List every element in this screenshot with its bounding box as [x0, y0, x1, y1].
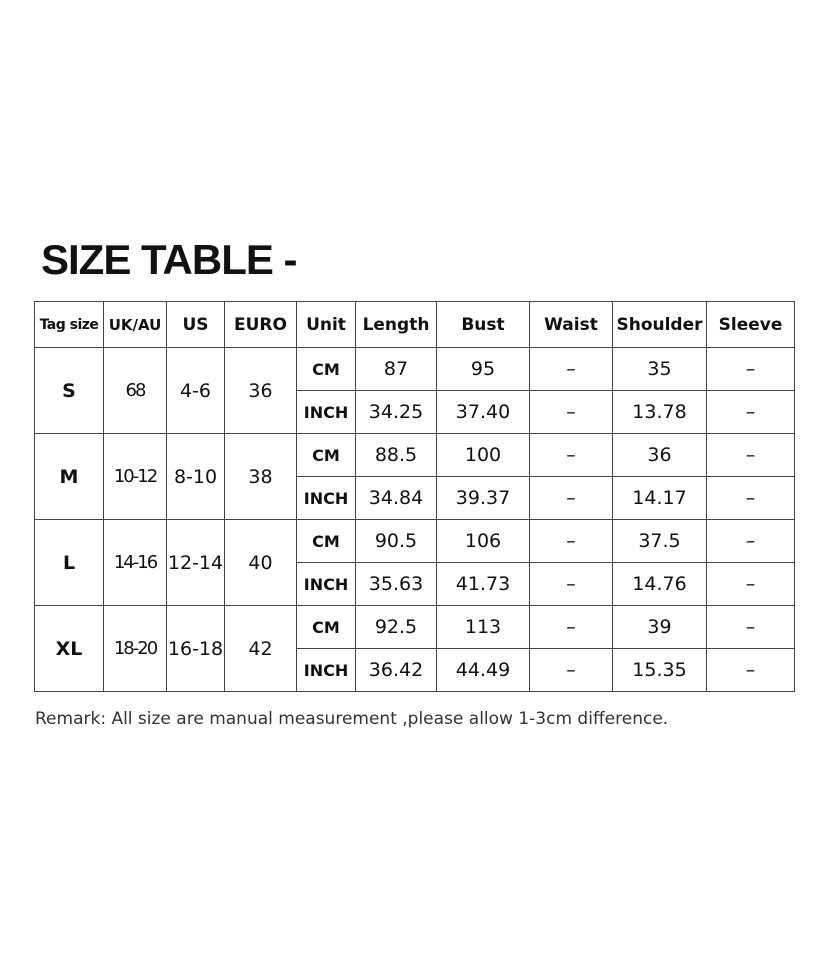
us-cell: 8-10 — [166, 433, 225, 520]
table-row: M 10-12 8-10 38 CM 88.5 100–36– — [34, 433, 795, 520]
sleeve-cell: – — [706, 347, 795, 391]
header-shoulder: Shoulder — [612, 301, 707, 348]
sleeve-cell: – — [706, 562, 795, 606]
header-length: Length — [355, 301, 437, 348]
table-row: INCH 35.63 41.73–14.76– — [35, 562, 795, 606]
shoulder-cell: 37.5 — [612, 519, 707, 563]
length-cell: 36.42 — [355, 648, 437, 692]
shoulder-cell: 39 — [612, 605, 707, 649]
euro-cell: 38 — [224, 433, 297, 520]
size-table: Tag size UK/AU US EURO Unit Length Bust Waist Sh… — [34, 301, 795, 692]
table-row: S 68 4-6 36 CM 87 95–35– — [34, 347, 795, 434]
unit-cell: INCH — [296, 562, 356, 606]
header-waist: Waist — [529, 301, 613, 348]
table-row: INCH 34.25 37.40–13.78– — [35, 390, 795, 434]
header-uk-au: UK/AU — [103, 301, 167, 348]
shoulder-cell: 13.78 — [612, 390, 707, 434]
length-cell: 34.84 — [355, 476, 437, 520]
bust-cell: 113 — [436, 605, 530, 649]
euro-cell: 36 — [224, 347, 297, 434]
length-cell: 90.5 — [355, 519, 437, 563]
us-cell: 12-14 — [166, 519, 225, 606]
waist-cell: – — [529, 433, 613, 477]
bust-cell: 106 — [436, 519, 530, 563]
shoulder-cell: 35 — [612, 347, 707, 391]
sleeve-cell: – — [706, 390, 795, 434]
bust-cell: 44.49 — [436, 648, 530, 692]
sleeve-cell: – — [706, 433, 795, 477]
remark-text: Remark: All size are manual measurement … — [35, 709, 669, 729]
tag-size-cell: L — [34, 519, 104, 606]
waist-cell: – — [529, 347, 613, 391]
sleeve-cell: – — [706, 648, 795, 692]
unit-cell: INCH — [296, 390, 356, 434]
euro-cell: 40 — [224, 519, 297, 606]
us-cell: 16-18 — [166, 605, 225, 692]
waist-cell: – — [529, 648, 613, 692]
unit-cell: INCH — [296, 648, 356, 692]
header-bust: Bust — [436, 301, 530, 348]
header-euro: EURO — [224, 301, 297, 348]
header-us: US — [166, 301, 225, 348]
unit-cell: CM — [296, 347, 356, 391]
table-row: INCH 36.42 44.49–15.35– — [35, 648, 795, 692]
tag-size-cell: M — [34, 433, 104, 520]
bust-cell: 39.37 — [436, 476, 530, 520]
table-row: XL 18-20 16-18 42 CM 92.5 113–39– — [34, 605, 795, 692]
sleeve-cell: – — [706, 605, 795, 649]
waist-cell: – — [529, 562, 613, 606]
length-cell: 34.25 — [355, 390, 437, 434]
table-row: L 14-16 12-14 40 CM 90.5 106–37.5– — [34, 519, 795, 606]
unit-cell: INCH — [296, 476, 356, 520]
waist-cell: – — [529, 519, 613, 563]
waist-cell: – — [529, 476, 613, 520]
waist-cell: – — [529, 605, 613, 649]
table-header-row: Tag size UK/AU US EURO Unit Length Bust Waist Sh… — [34, 301, 795, 348]
uk-au-cell: 10-12 — [103, 433, 167, 520]
bust-cell: 37.40 — [436, 390, 530, 434]
sleeve-cell: – — [706, 519, 795, 563]
length-cell: 87 — [355, 347, 437, 391]
bust-cell: 41.73 — [436, 562, 530, 606]
unit-cell: CM — [296, 605, 356, 649]
bust-cell: 95 — [436, 347, 530, 391]
shoulder-cell: 15.35 — [612, 648, 707, 692]
tag-size-cell: XL — [34, 605, 104, 692]
shoulder-cell: 36 — [612, 433, 707, 477]
length-cell: 92.5 — [355, 605, 437, 649]
bust-cell: 100 — [436, 433, 530, 477]
uk-au-cell: 68 — [103, 347, 167, 434]
us-cell: 4-6 — [166, 347, 225, 434]
waist-cell: – — [529, 390, 613, 434]
sleeve-cell: – — [706, 476, 795, 520]
uk-au-cell: 18-20 — [103, 605, 167, 692]
shoulder-cell: 14.76 — [612, 562, 707, 606]
page-title: SIZE TABLE - — [41, 236, 298, 283]
unit-cell: CM — [296, 433, 356, 477]
table-row: INCH 34.84 39.37–14.17– — [35, 476, 795, 520]
tag-size-cell: S — [34, 347, 104, 434]
header-sleeve: Sleeve — [706, 301, 795, 348]
unit-cell: CM — [296, 519, 356, 563]
header-unit: Unit — [296, 301, 356, 348]
header-tag-size: Tag size — [34, 301, 104, 348]
euro-cell: 42 — [224, 605, 297, 692]
length-cell: 35.63 — [355, 562, 437, 606]
length-cell: 88.5 — [355, 433, 437, 477]
uk-au-cell: 14-16 — [103, 519, 167, 606]
shoulder-cell: 14.17 — [612, 476, 707, 520]
